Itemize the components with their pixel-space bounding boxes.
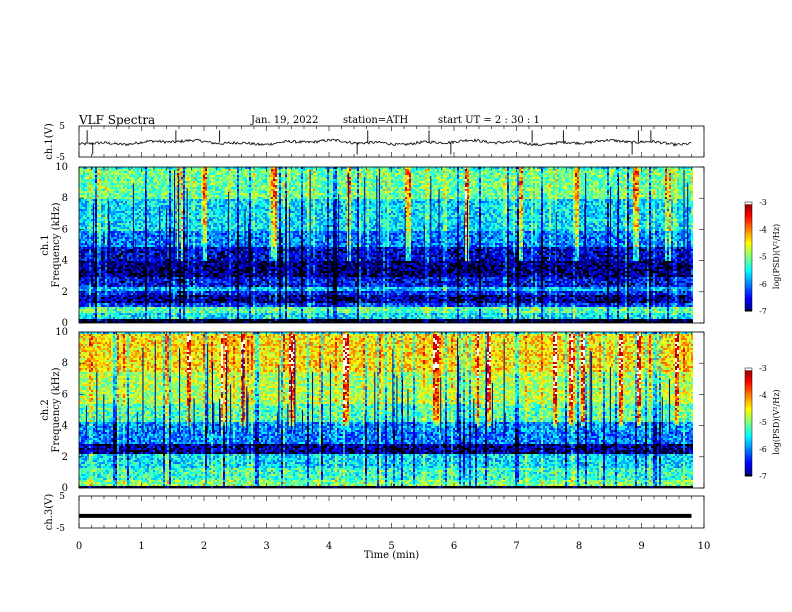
x-tick-label: 0 <box>76 541 82 552</box>
vlf-figure: 5-5ch.1(V)0246810ch.1 Frequency (kHz) -3-4… <box>0 0 792 612</box>
ch2-ylabel-frequency: Frequency (kHz) <box>51 367 62 452</box>
ch1-colorbar <box>745 202 752 312</box>
x-tick-label: 3 <box>263 541 269 552</box>
colorbar-tick-label: -4 <box>759 225 767 234</box>
x-tick-label: 2 <box>201 541 207 552</box>
x-tick-label: 1 <box>138 541 144 552</box>
x-axis-label: Time (min) <box>364 550 419 561</box>
colorbar-tick-label: -5 <box>759 418 767 427</box>
ch1-spectrogram-image <box>79 167 693 323</box>
x-tick-label: 7 <box>513 541 519 552</box>
ch1-ytick-label: 6 <box>62 224 68 235</box>
ch1-ylabel-frequency: Frequency (kHz) <box>51 202 62 287</box>
ch2-ytick-label: 10 <box>55 327 68 338</box>
ch1-ylabel: ch.1(V) <box>44 123 55 160</box>
ch3-ylabel: ch.3(V) <box>44 494 55 531</box>
x-tick-label: 8 <box>576 541 582 552</box>
ch1-waveform-line <box>79 139 691 146</box>
colorbar-tick-label: -7 <box>759 307 767 316</box>
colorbar-tick-label: -3 <box>759 198 767 207</box>
x-tick-label: 4 <box>326 541 332 552</box>
ch1-ytick-5: 5 <box>59 122 65 132</box>
colorbar-tick-label: -3 <box>759 364 767 373</box>
ch3-ytick-5: 5 <box>59 492 65 502</box>
x-tick-label: 6 <box>451 541 457 552</box>
colorbar-tick-label: -4 <box>759 391 767 400</box>
x-tick-label: 9 <box>638 541 644 552</box>
ch2-colorbar-label: log(PSD)(V²/Hz) <box>772 389 781 454</box>
x-tick-label: 10 <box>698 541 711 552</box>
ch2-ytick-label: 8 <box>62 358 68 369</box>
ch1-ytick-label: 4 <box>62 256 68 267</box>
ch1-colorbar-label: log(PSD)(V²/Hz) <box>772 224 781 289</box>
colorbar-tick-label: -6 <box>759 280 767 289</box>
ch2-spectrogram-image <box>79 332 693 488</box>
ch2-ytick-label: 2 <box>62 452 68 463</box>
colorbar-tick-label: -5 <box>759 253 767 262</box>
colorbar-tick-label: -7 <box>759 472 767 481</box>
ch2-colorbar <box>745 368 752 477</box>
ch1-ytick-label: 10 <box>55 162 68 173</box>
ch1-ytick-label: 8 <box>62 193 68 204</box>
ch2-ylabel-channel: ch.2 <box>40 399 51 421</box>
ch2-ytick-label: 6 <box>62 389 68 400</box>
colorbar-tick-label: -6 <box>759 445 767 454</box>
ch2-ytick-label: 4 <box>62 421 68 432</box>
ch3-ytick-minus5: -5 <box>56 524 65 534</box>
ch1-ytick-label: 2 <box>62 287 68 298</box>
ch1-ylabel-channel: ch.1 <box>40 234 51 256</box>
